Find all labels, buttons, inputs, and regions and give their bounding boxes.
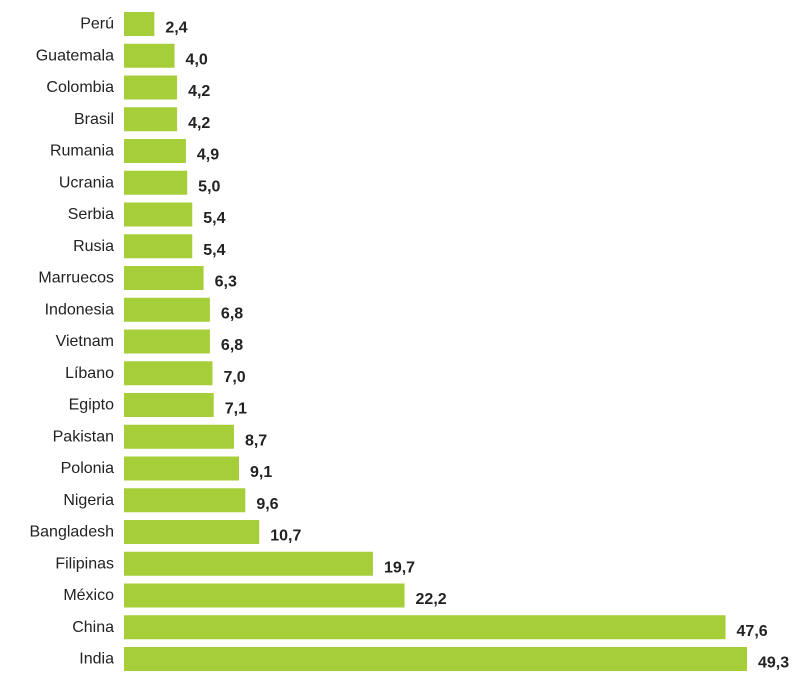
category-label: Egipto (69, 397, 114, 414)
category-label: Bangladesh (29, 524, 114, 541)
bar (124, 170, 188, 195)
value-label: 4,0 (186, 51, 208, 68)
bar (124, 361, 213, 386)
bar (124, 12, 155, 36)
value-label: 4,2 (188, 83, 210, 100)
value-label: 5,4 (203, 242, 225, 259)
category-label: Colombia (46, 79, 114, 96)
value-label: 49,3 (758, 655, 789, 672)
bar (124, 393, 214, 417)
value-label: 10,7 (270, 528, 301, 545)
category-label: Pakistan (53, 428, 114, 445)
category-label: Indonesia (45, 301, 114, 318)
bar (124, 266, 204, 290)
bar (124, 107, 178, 132)
category-label: China (72, 619, 114, 636)
category-label: Filipinas (55, 555, 114, 572)
value-label: 5,4 (203, 210, 225, 227)
bar (124, 75, 178, 100)
bar (124, 615, 726, 640)
value-label: 4,9 (197, 147, 219, 164)
bar (124, 329, 210, 354)
category-label: Guatemala (36, 47, 114, 64)
bar (124, 583, 405, 608)
category-label: Serbia (68, 206, 114, 223)
bar (124, 43, 175, 68)
value-label: 6,3 (215, 274, 237, 291)
value-label: 9,1 (250, 464, 272, 481)
value-label: 47,6 (737, 623, 768, 640)
bar (124, 551, 373, 576)
category-label: India (79, 651, 114, 668)
value-label: 7,1 (225, 401, 247, 418)
value-label: 9,6 (256, 496, 278, 513)
value-label: 8,7 (245, 432, 267, 449)
bar (124, 488, 246, 513)
category-label: Rusia (73, 238, 114, 255)
value-label: 4,2 (188, 115, 210, 132)
category-label: Rumania (50, 143, 114, 160)
value-label: 22,2 (416, 591, 447, 608)
bar (124, 297, 210, 322)
value-label: 5,0 (198, 178, 220, 195)
bar (124, 202, 193, 227)
bar (124, 456, 239, 481)
category-label: Polonia (61, 460, 114, 477)
category-label: México (63, 587, 114, 604)
bar (124, 520, 260, 544)
bar (124, 234, 193, 259)
value-label: 7,0 (223, 369, 245, 386)
bar (124, 139, 186, 163)
category-label: Marruecos (38, 270, 114, 287)
bar (124, 647, 747, 671)
category-label: Ucrania (59, 174, 114, 191)
category-label: Vietnam (56, 333, 114, 350)
bar (124, 424, 234, 449)
category-label: Nigeria (63, 492, 114, 509)
category-label: Perú (80, 16, 114, 33)
category-label: Brasil (74, 111, 114, 128)
value-label: 2,4 (165, 20, 187, 37)
value-label: 6,8 (221, 305, 243, 322)
value-label: 6,8 (221, 337, 243, 354)
value-label: 19,7 (384, 559, 415, 576)
category-label: Líbano (65, 365, 114, 382)
